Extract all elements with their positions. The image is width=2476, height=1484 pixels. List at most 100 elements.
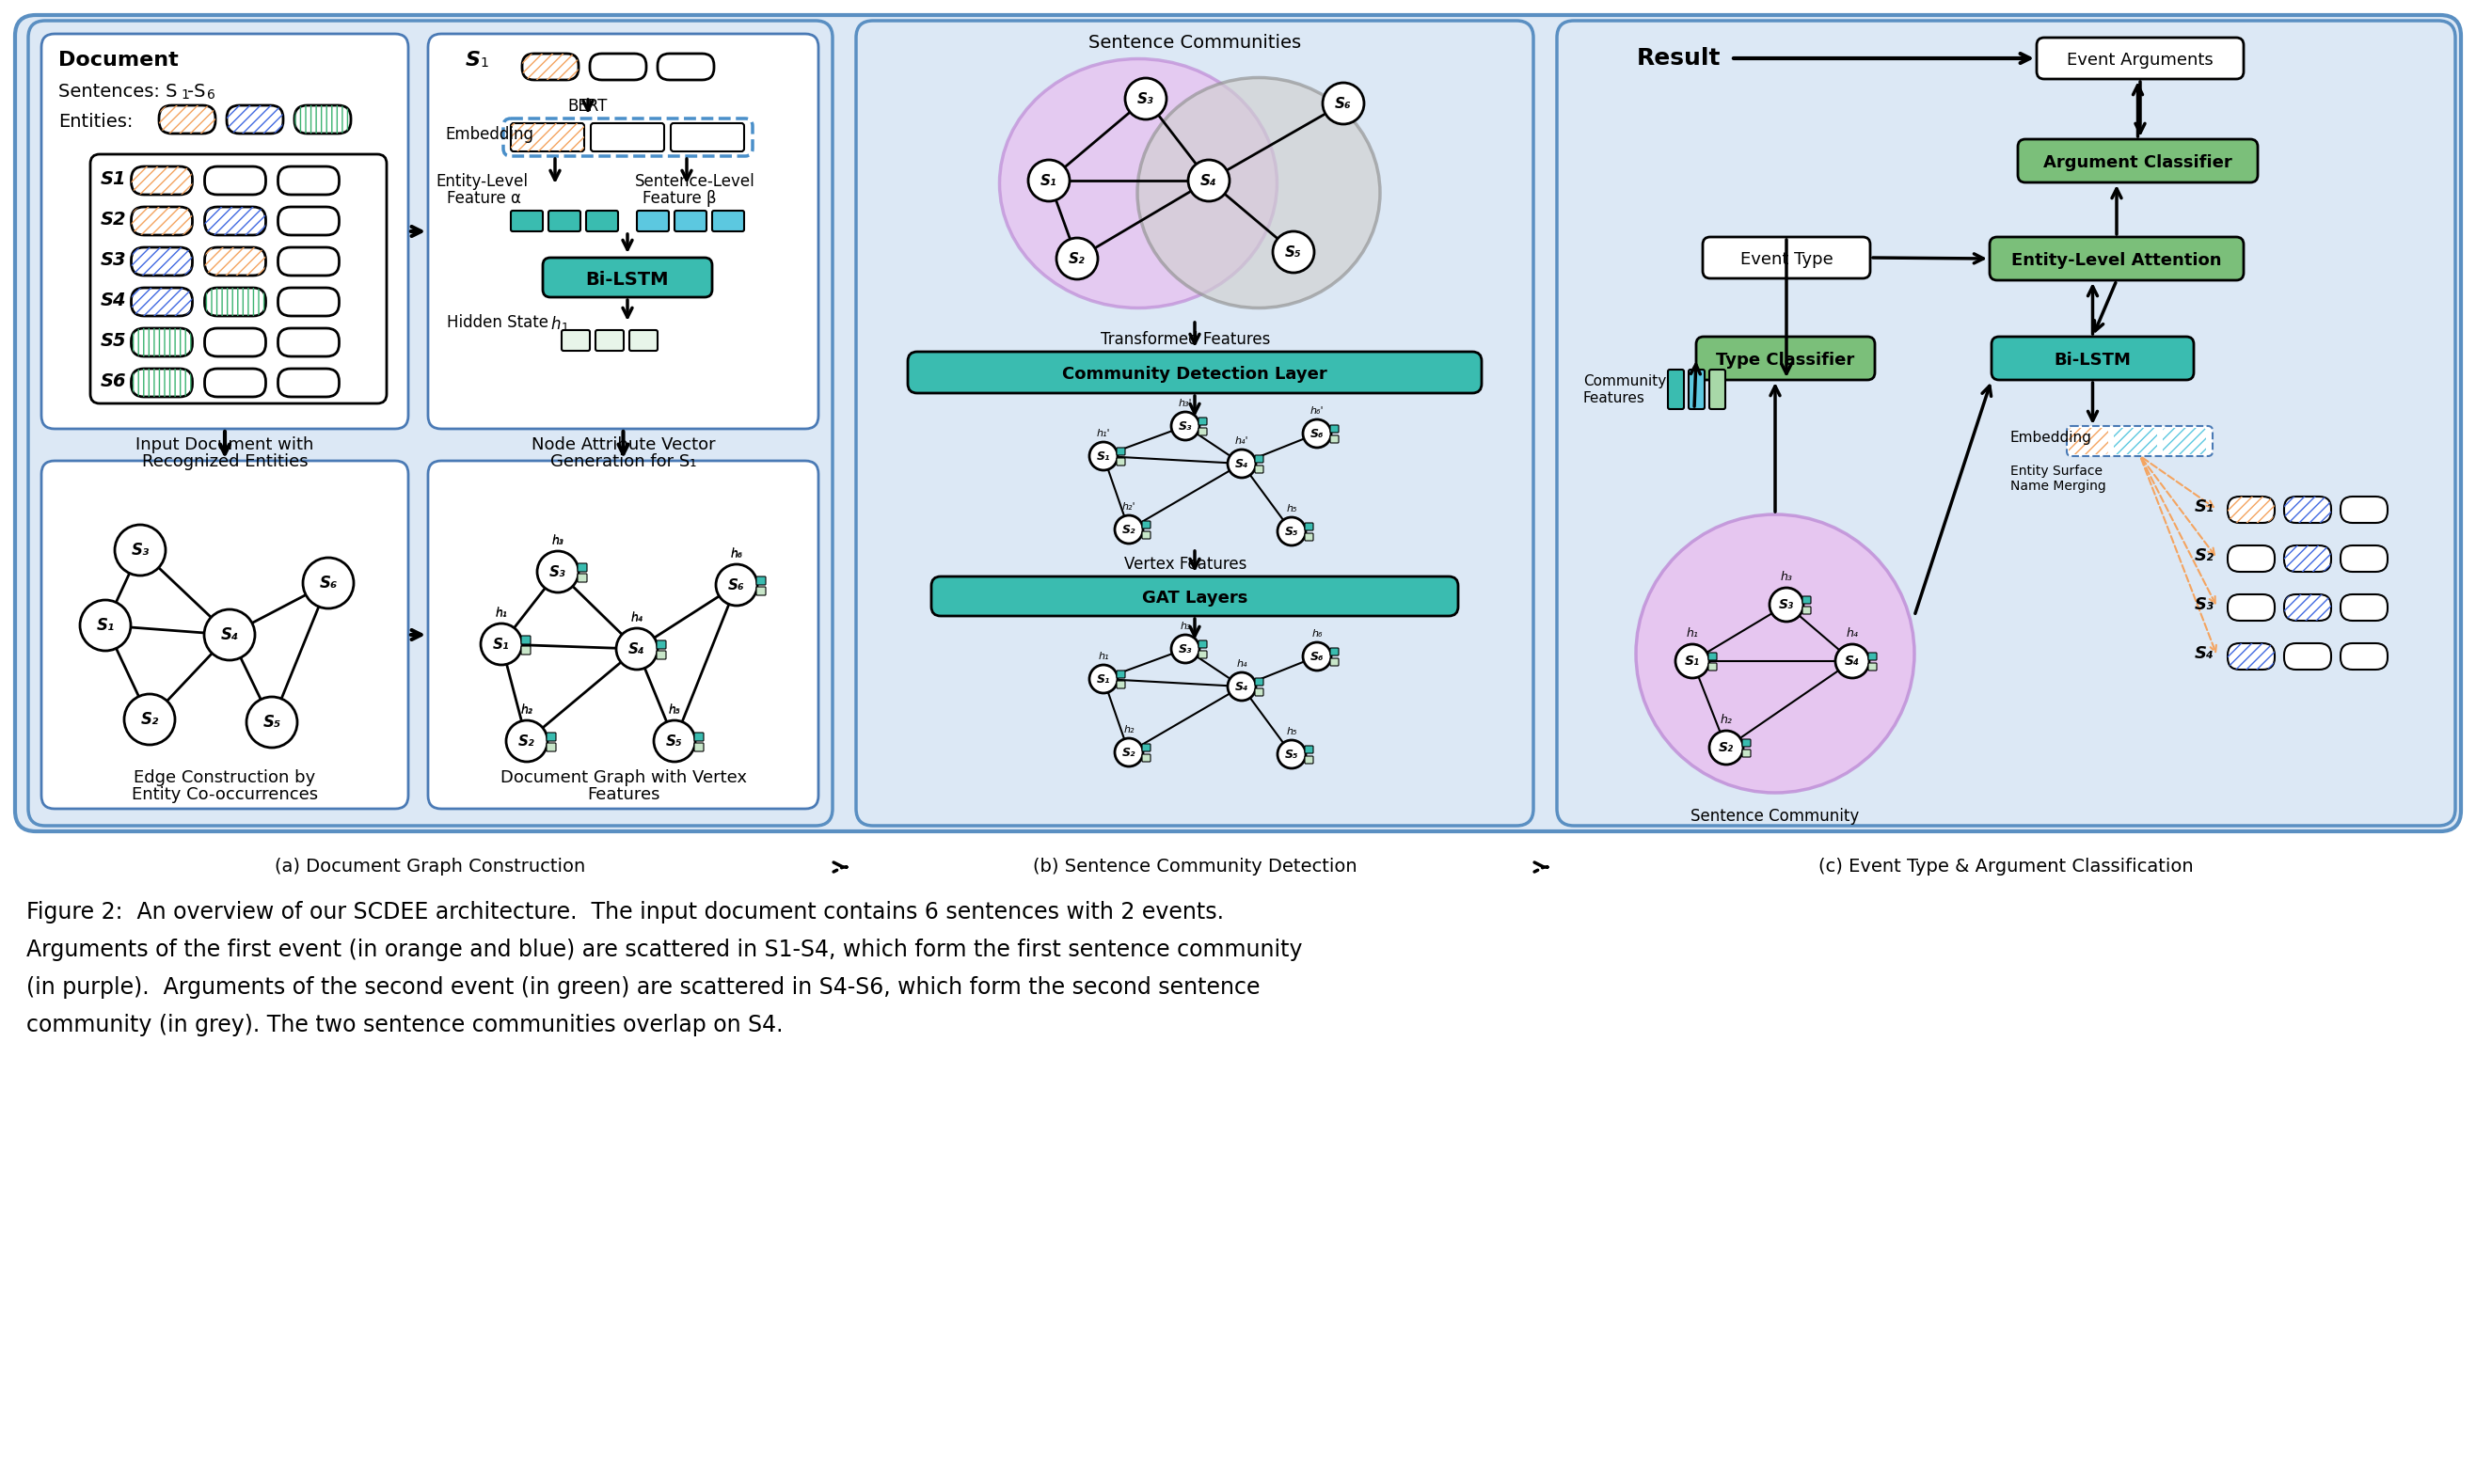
Text: Community Detection Layer: Community Detection Layer <box>1062 367 1327 383</box>
Text: S1: S1 <box>102 171 126 188</box>
Circle shape <box>480 623 522 665</box>
Text: Entity Co-occurrences: Entity Co-occurrences <box>131 787 317 803</box>
Circle shape <box>1114 738 1144 766</box>
FancyBboxPatch shape <box>1708 370 1726 410</box>
Text: h₁: h₁ <box>495 607 508 620</box>
FancyBboxPatch shape <box>131 166 193 194</box>
Text: S3: S3 <box>102 251 126 269</box>
FancyBboxPatch shape <box>1198 427 1206 435</box>
Text: h₂': h₂' <box>1122 502 1136 512</box>
FancyBboxPatch shape <box>1869 653 1877 660</box>
Circle shape <box>505 720 547 761</box>
FancyBboxPatch shape <box>542 258 713 297</box>
Text: h₁': h₁' <box>1097 429 1109 438</box>
FancyBboxPatch shape <box>659 53 713 80</box>
Text: Document: Document <box>59 50 178 70</box>
Circle shape <box>1835 644 1869 678</box>
Text: h₃: h₃ <box>1780 571 1793 583</box>
FancyBboxPatch shape <box>520 635 530 644</box>
Circle shape <box>716 564 758 605</box>
Text: h₅: h₅ <box>1285 505 1297 513</box>
Text: h₆: h₆ <box>730 548 743 561</box>
Circle shape <box>537 551 579 592</box>
Text: Embedding: Embedding <box>446 126 532 142</box>
FancyBboxPatch shape <box>1141 754 1151 761</box>
FancyBboxPatch shape <box>592 123 664 151</box>
FancyBboxPatch shape <box>2340 595 2387 620</box>
Text: S: S <box>465 50 480 70</box>
Circle shape <box>1637 515 1914 792</box>
Text: Figure 2:  An overview of our SCDEE architecture.  The input document contains 6: Figure 2: An overview of our SCDEE archi… <box>27 901 1223 923</box>
FancyBboxPatch shape <box>206 206 265 234</box>
FancyBboxPatch shape <box>89 154 386 404</box>
Circle shape <box>1302 643 1332 671</box>
Text: S₂: S₂ <box>517 735 535 748</box>
FancyBboxPatch shape <box>1141 531 1151 539</box>
Circle shape <box>1057 237 1097 279</box>
Text: Generation for S₁: Generation for S₁ <box>550 453 696 470</box>
Text: Bi-LSTM: Bi-LSTM <box>587 272 669 289</box>
Text: h₁: h₁ <box>495 607 508 619</box>
Circle shape <box>1228 672 1255 700</box>
FancyBboxPatch shape <box>2228 595 2275 620</box>
FancyBboxPatch shape <box>1141 743 1151 751</box>
FancyBboxPatch shape <box>547 733 557 741</box>
FancyBboxPatch shape <box>158 105 215 134</box>
FancyBboxPatch shape <box>1696 337 1874 380</box>
Text: S₂: S₂ <box>1718 741 1733 754</box>
Text: h₄: h₄ <box>1236 659 1248 669</box>
Text: S₁: S₁ <box>1097 450 1109 462</box>
FancyBboxPatch shape <box>2038 37 2243 79</box>
Text: h₅: h₅ <box>669 705 681 717</box>
Text: GAT Layers: GAT Layers <box>1141 589 1248 607</box>
FancyBboxPatch shape <box>589 53 646 80</box>
FancyBboxPatch shape <box>1330 435 1340 442</box>
Circle shape <box>1770 588 1803 622</box>
FancyBboxPatch shape <box>577 574 587 582</box>
FancyBboxPatch shape <box>629 329 659 350</box>
FancyBboxPatch shape <box>2340 546 2387 571</box>
Text: S5: S5 <box>102 332 126 350</box>
Text: Vertex Features: Vertex Features <box>1124 556 1248 573</box>
Text: Entities:: Entities: <box>59 113 134 131</box>
FancyBboxPatch shape <box>131 206 193 234</box>
Text: h₁: h₁ <box>1686 628 1699 640</box>
Text: S₆: S₆ <box>319 574 337 592</box>
Text: Argument Classifier: Argument Classifier <box>2043 154 2233 171</box>
Circle shape <box>1273 232 1315 273</box>
Text: Entity-Level: Entity-Level <box>436 174 527 190</box>
Circle shape <box>617 628 659 669</box>
Circle shape <box>1171 635 1198 663</box>
FancyBboxPatch shape <box>2283 595 2330 620</box>
Circle shape <box>1089 665 1117 693</box>
Text: h₄: h₄ <box>631 611 644 623</box>
FancyBboxPatch shape <box>131 248 193 276</box>
Text: S₁: S₁ <box>493 637 510 651</box>
FancyBboxPatch shape <box>295 105 352 134</box>
FancyBboxPatch shape <box>1255 466 1263 473</box>
FancyBboxPatch shape <box>206 248 265 276</box>
FancyBboxPatch shape <box>693 743 703 751</box>
FancyBboxPatch shape <box>1117 448 1124 456</box>
FancyBboxPatch shape <box>857 21 1533 825</box>
FancyBboxPatch shape <box>1869 663 1877 671</box>
Text: h₃: h₃ <box>552 536 565 548</box>
FancyBboxPatch shape <box>597 329 624 350</box>
Text: 1: 1 <box>562 322 569 334</box>
Text: h₄: h₄ <box>631 613 644 625</box>
Text: S₁: S₁ <box>1684 654 1701 668</box>
FancyBboxPatch shape <box>277 368 339 396</box>
FancyBboxPatch shape <box>2228 497 2275 522</box>
Text: Name Merging: Name Merging <box>2011 479 2107 493</box>
Text: h₅: h₅ <box>1285 727 1297 736</box>
Text: S₅: S₅ <box>262 714 280 730</box>
FancyBboxPatch shape <box>587 211 619 232</box>
Circle shape <box>1278 741 1305 769</box>
FancyBboxPatch shape <box>636 211 669 232</box>
Text: S₂: S₂ <box>1070 252 1084 266</box>
Circle shape <box>1322 83 1364 125</box>
Text: Recognized Entities: Recognized Entities <box>141 453 307 470</box>
Text: 6: 6 <box>208 89 215 101</box>
FancyBboxPatch shape <box>2228 546 2275 571</box>
Text: S₁: S₁ <box>1097 672 1109 686</box>
